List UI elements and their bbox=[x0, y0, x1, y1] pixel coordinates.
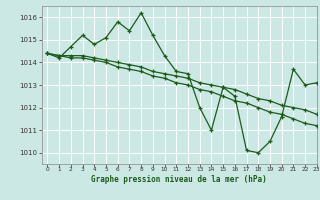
X-axis label: Graphe pression niveau de la mer (hPa): Graphe pression niveau de la mer (hPa) bbox=[91, 175, 267, 184]
